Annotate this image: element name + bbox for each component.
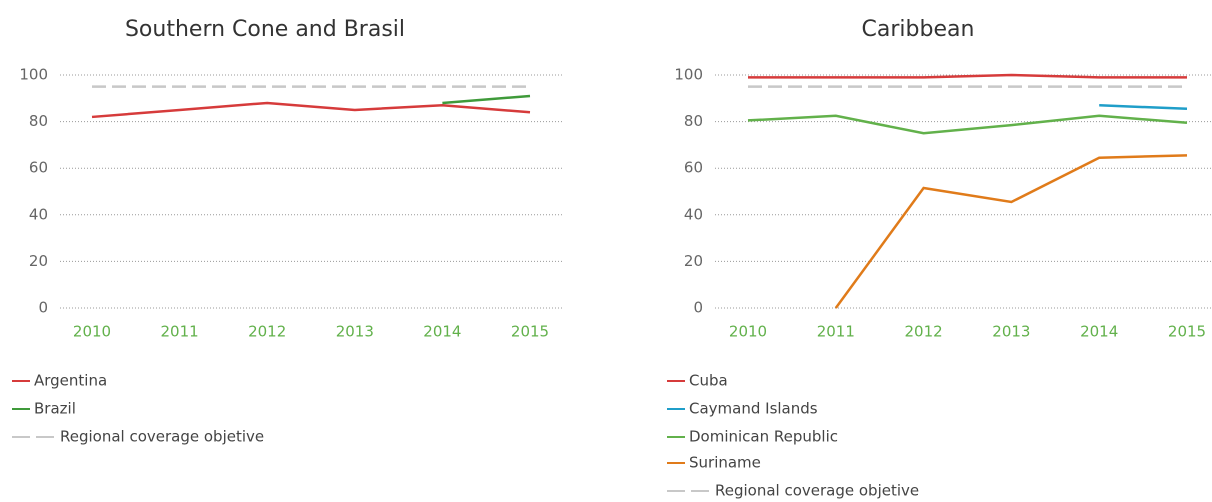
legend-label: Brazil — [34, 400, 76, 418]
series-line — [834, 154, 1188, 309]
legend-label: Argentina — [34, 372, 107, 390]
x-tick-label: 2013 — [992, 323, 1030, 341]
series-line — [442, 94, 531, 105]
y-tick-label: 20 — [29, 252, 48, 270]
y-tick-label: 100 — [19, 66, 48, 84]
x-tick-label: 2015 — [511, 323, 549, 341]
y-tick-label: 0 — [693, 299, 703, 317]
y-tick-label: 20 — [684, 252, 703, 270]
y-tick-label: 60 — [684, 159, 703, 177]
series-line — [1099, 104, 1188, 111]
series-line — [91, 101, 531, 119]
x-tick-label: 2011 — [817, 323, 855, 341]
x-tick-label: 2010 — [73, 323, 111, 341]
y-tick-label: 40 — [684, 205, 703, 223]
y-tick-label: 80 — [29, 112, 48, 130]
x-tick-label: 2010 — [729, 323, 767, 341]
chart-title: Caribbean — [862, 17, 975, 42]
y-tick-label: 100 — [674, 66, 703, 84]
x-tick-label: 2014 — [423, 323, 461, 341]
x-tick-label: 2012 — [905, 323, 943, 341]
y-tick-label: 40 — [29, 205, 48, 223]
x-tick-label: 2013 — [336, 323, 374, 341]
x-tick-label: 2014 — [1080, 323, 1118, 341]
series-line — [747, 114, 1188, 135]
x-tick-label: 2012 — [248, 323, 286, 341]
y-tick-label: 0 — [38, 299, 48, 317]
legend-label: Regional coverage objetive — [715, 482, 919, 500]
y-tick-label: 80 — [684, 112, 703, 130]
y-tick-label: 60 — [29, 159, 48, 177]
x-tick-label: 2011 — [161, 323, 199, 341]
legend-label: Regional coverage objetive — [60, 428, 264, 446]
series-line — [748, 73, 1187, 79]
legend-label: Cuba — [689, 372, 728, 390]
chart-title: Southern Cone and Brasil — [125, 17, 405, 42]
legend-label: Suriname — [689, 454, 761, 472]
x-tick-label: 2015 — [1168, 323, 1206, 341]
legend-label: Caymand Islands — [689, 400, 818, 418]
legend-label: Dominican Republic — [689, 428, 838, 446]
